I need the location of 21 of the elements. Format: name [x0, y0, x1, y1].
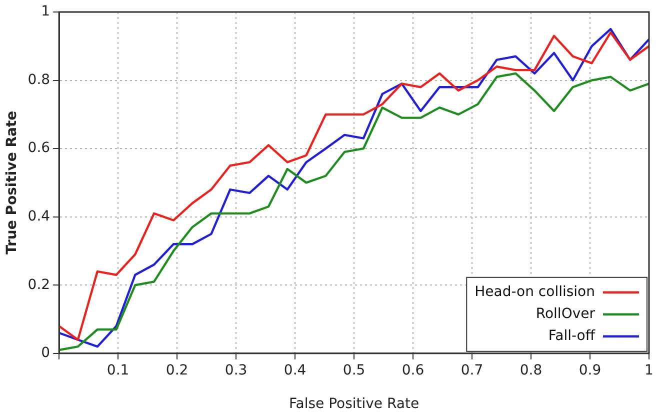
- y-tick-label: 0.8: [28, 72, 50, 88]
- x-tick-label: 0.7: [460, 362, 484, 378]
- y-axis-title: True Positive Rate: [4, 110, 20, 255]
- x-tick-label: 0.6: [402, 362, 424, 378]
- legend-label: RollOver: [536, 306, 596, 322]
- x-tick-label: 0.1: [106, 362, 130, 378]
- x-axis-title: False Positive Rate: [288, 396, 420, 412]
- x-tick-label: 0.9: [578, 362, 602, 378]
- legend-label: Head-on collision: [474, 284, 595, 300]
- x-tick-label: 0.8: [520, 362, 542, 378]
- y-tick-label: 0.2: [28, 276, 50, 293]
- x-tick-label: 0.2: [166, 362, 188, 378]
- legend-label: Fall-off: [548, 328, 596, 344]
- x-tick-label: 0.5: [342, 362, 366, 378]
- x-tick-label: 1: [644, 362, 654, 378]
- x-tick-label: 0.4: [284, 362, 306, 378]
- y-tick-label: 0.4: [28, 208, 50, 224]
- x-tick-label: 0.3: [224, 362, 248, 378]
- y-tick-label: 1: [41, 4, 50, 20]
- y-tick-label: 0.6: [28, 140, 50, 156]
- y-tick-label: 0: [41, 345, 50, 362]
